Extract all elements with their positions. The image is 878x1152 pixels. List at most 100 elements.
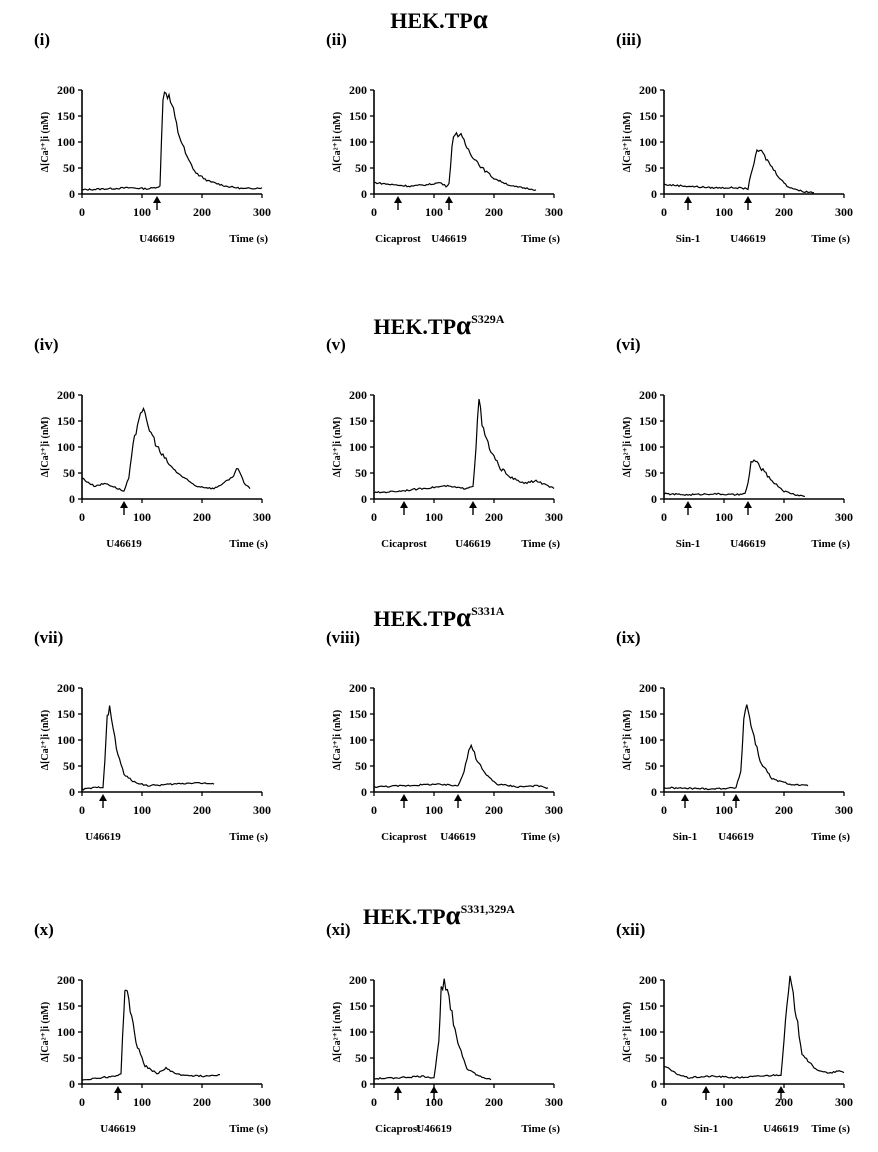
- y-axis-label: Δ[Ca²⁺]i (nM): [622, 417, 633, 477]
- panel-label: (i): [34, 30, 51, 49]
- calcium-trace-chart: 0 50 100 150 200 0 100 200 300 Δ[Ca²⁺]i (nM) Time …: [332, 681, 563, 843]
- y-tick-label: 0: [69, 1077, 75, 1091]
- x-tick-label: 200: [775, 1095, 793, 1109]
- x-tick-label: 200: [193, 205, 211, 219]
- mutant-superscript: S331A: [471, 603, 505, 618]
- agent-label: U46619: [455, 538, 491, 550]
- x-tick-label: 100: [425, 1095, 443, 1109]
- mutant-superscript: S331,329A: [460, 901, 515, 916]
- up-arrow-icon: [681, 794, 689, 801]
- y-tick-label: 200: [57, 681, 75, 695]
- panel-label: (viii): [326, 628, 360, 647]
- agent-label: Cicaprost: [381, 538, 427, 550]
- y-tick-label: 200: [57, 973, 75, 987]
- row-title-text: HEK.TP: [373, 314, 457, 339]
- y-tick-label: 0: [361, 492, 367, 506]
- y-axis-label: Δ[Ca²⁺]i (nM): [332, 1002, 343, 1062]
- y-tick-label: 50: [645, 161, 657, 175]
- agent-label: Cicaprost: [375, 1123, 421, 1135]
- y-axis-label: Δ[Ca²⁺]i (nM): [40, 112, 51, 172]
- y-tick-label: 200: [349, 973, 367, 987]
- y-tick-label: 50: [63, 1051, 75, 1065]
- x-tick-label: 100: [133, 510, 151, 524]
- y-tick-label: 100: [639, 440, 657, 454]
- agent-label: U46619: [431, 233, 467, 245]
- agent-label: Sin-1: [673, 831, 697, 843]
- agent-label: Cicaprost: [375, 233, 421, 245]
- x-tick-label: 0: [371, 510, 377, 524]
- y-tick-label: 200: [349, 83, 367, 97]
- calcium-trace-chart: 0 50 100 150 200 0 100 200 300 Δ[Ca²⁺]i (nM) Time …: [40, 973, 271, 1135]
- up-arrow-icon: [777, 1086, 785, 1093]
- x-tick-label: 100: [715, 1095, 733, 1109]
- x-tick-label: 100: [133, 803, 151, 817]
- up-arrow-icon: [469, 501, 477, 508]
- y-tick-label: 0: [69, 492, 75, 506]
- x-axis-label: Time (s): [521, 1123, 560, 1135]
- y-tick-label: 150: [57, 707, 75, 721]
- calcium-trace-line: [663, 459, 806, 497]
- y-tick-label: 100: [57, 135, 75, 149]
- x-axis-label: Time (s): [811, 831, 850, 843]
- agent-label: U46619: [763, 1123, 799, 1135]
- y-tick-label: 150: [57, 109, 75, 123]
- y-tick-label: 0: [361, 187, 367, 201]
- y-tick-label: 150: [349, 707, 367, 721]
- up-arrow-icon: [702, 1086, 710, 1093]
- agent-label: U46619: [139, 233, 175, 245]
- x-tick-label: 100: [425, 510, 443, 524]
- calcium-trace-chart: 0 50 100 150 200 0 100 200 300 Δ[Ca²⁺]i (nM) Time …: [332, 83, 563, 245]
- x-tick-label: 300: [835, 803, 853, 817]
- up-arrow-icon: [394, 1086, 402, 1093]
- x-tick-label: 200: [485, 803, 503, 817]
- agent-label: U46619: [416, 1123, 452, 1135]
- x-tick-label: 100: [715, 510, 733, 524]
- y-axis-label: Δ[Ca²⁺]i (nM): [40, 1002, 51, 1062]
- calcium-trace-chart: 0 50 100 150 200 0 100 200 300 Δ[Ca²⁺]i (nM) Time …: [622, 681, 853, 843]
- y-tick-label: 50: [355, 161, 367, 175]
- x-tick-label: 0: [79, 510, 85, 524]
- calcium-trace-line: [663, 148, 815, 194]
- x-tick-label: 0: [371, 205, 377, 219]
- up-arrow-icon: [114, 1086, 122, 1093]
- x-tick-label: 100: [715, 205, 733, 219]
- x-tick-label: 100: [425, 205, 443, 219]
- agent-label: U46619: [440, 831, 476, 843]
- y-tick-label: 200: [349, 388, 367, 402]
- y-tick-label: 50: [645, 1051, 657, 1065]
- y-tick-label: 200: [639, 681, 657, 695]
- x-tick-label: 200: [775, 803, 793, 817]
- x-tick-label: 200: [193, 1095, 211, 1109]
- agent-label: Sin-1: [676, 538, 700, 550]
- x-tick-label: 300: [253, 205, 271, 219]
- y-tick-label: 0: [69, 785, 75, 799]
- up-arrow-icon: [394, 196, 402, 203]
- calcium-trace-line: [663, 704, 809, 791]
- calcium-trace-line: [81, 989, 220, 1081]
- y-tick-label: 0: [651, 785, 657, 799]
- panel-label: (xi): [326, 920, 351, 939]
- agent-label: Sin-1: [676, 233, 700, 245]
- x-tick-label: 300: [253, 510, 271, 524]
- x-tick-label: 300: [835, 205, 853, 219]
- x-tick-label: 100: [133, 205, 151, 219]
- up-arrow-icon: [445, 196, 453, 203]
- calcium-trace-chart: 0 50 100 150 200 0 100 200 300 Δ[Ca²⁺]i (nM) Time …: [40, 83, 271, 245]
- y-tick-label: 200: [639, 973, 657, 987]
- calcium-trace-chart: 0 50 100 150 200 0 100 200 300 Δ[Ca²⁺]i (nM) Time …: [40, 681, 271, 843]
- x-axis-label: Time (s): [229, 1123, 268, 1135]
- y-tick-label: 0: [651, 187, 657, 201]
- y-tick-label: 150: [639, 414, 657, 428]
- x-tick-label: 200: [485, 1095, 503, 1109]
- x-axis-label: Time (s): [811, 538, 850, 550]
- y-tick-label: 50: [645, 759, 657, 773]
- calcium-trace-line: [373, 131, 537, 192]
- y-tick-label: 0: [69, 187, 75, 201]
- row-title-text: HEK.TP: [373, 606, 457, 631]
- y-tick-label: 100: [349, 440, 367, 454]
- row-title-1: HEK.TPα: [0, 4, 878, 35]
- calcium-trace-line: [373, 743, 549, 789]
- up-arrow-icon: [153, 196, 161, 203]
- y-tick-label: 50: [355, 1051, 367, 1065]
- y-axis-label: Δ[Ca²⁺]i (nM): [622, 710, 633, 770]
